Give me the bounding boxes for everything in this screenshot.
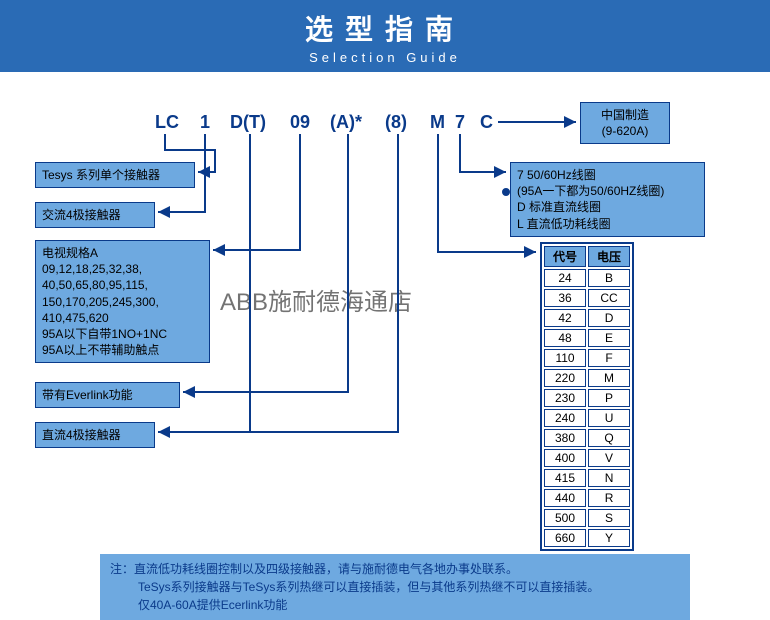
box-ac4p: 交流4极接触器 (35, 202, 155, 228)
box-china-l2: (9-620A) (587, 123, 663, 139)
box-spec: 电视规格A 09,12,18,25,32,38, 40,50,65,80,95,… (35, 240, 210, 363)
box-coil: 7 50/60Hz线圈 (95A一下都为50/60HZ线圈) D 标准直流线圈 … (510, 162, 705, 237)
cell-code: 230 (544, 389, 586, 407)
box-china-l1: 中国制造 (587, 107, 663, 123)
cell-volt: F (588, 349, 630, 367)
coil-l4: L 直流低功耗线圈 (517, 216, 698, 232)
cell-code: 24 (544, 269, 586, 287)
cell-volt: D (588, 309, 630, 327)
coil-l3: D 标准直流线圈 (517, 199, 698, 215)
seg-a: (A)* (330, 112, 362, 133)
voltage-table: 代号 电压 24B36CC42D48E110F220M230P240U380Q4… (540, 242, 634, 551)
table-row: 240U (544, 409, 630, 427)
table-row: 24B (544, 269, 630, 287)
seg-lc: LC (155, 112, 179, 133)
cell-code: 36 (544, 289, 586, 307)
note-l2: TeSys系列接触器与TeSys系列热继可以直接插装，但与其他系列热继不可以直接… (110, 578, 680, 596)
spec-l3: 150,170,205,245,300, (42, 294, 203, 310)
seg-09: 09 (290, 112, 310, 133)
footer-note: 注：直流低功耗线圈控制以及四级接触器，请与施耐德电气各地办事处联系。 TeSys… (100, 554, 690, 620)
table-row: 230P (544, 389, 630, 407)
note-l1: 注：直流低功耗线圈控制以及四级接触器，请与施耐德电气各地办事处联系。 (110, 560, 680, 578)
seg-1: 1 (200, 112, 210, 133)
seg-c: C (480, 112, 493, 133)
cell-volt: U (588, 409, 630, 427)
header-title-en: Selection Guide (309, 50, 461, 65)
cell-volt: Y (588, 529, 630, 547)
header-title-zh: 选型指南 (305, 8, 465, 48)
cell-volt: R (588, 489, 630, 507)
coil-l1: 7 50/60Hz线圈 (517, 167, 698, 183)
box-china: 中国制造 (9-620A) (580, 102, 670, 144)
cell-code: 240 (544, 409, 586, 427)
cell-code: 42 (544, 309, 586, 327)
cell-code: 110 (544, 349, 586, 367)
spec-l4: 410,475,620 (42, 310, 203, 326)
table-row: 380Q (544, 429, 630, 447)
cell-volt: N (588, 469, 630, 487)
cell-code: 500 (544, 509, 586, 527)
table-row: 220M (544, 369, 630, 387)
spec-l2: 40,50,65,80,95,115, (42, 277, 203, 293)
cell-volt: CC (588, 289, 630, 307)
cell-volt: P (588, 389, 630, 407)
cell-volt: V (588, 449, 630, 467)
cell-volt: E (588, 329, 630, 347)
box-everlink: 带有Everlink功能 (35, 382, 180, 408)
seg-8: (8) (385, 112, 407, 133)
spec-l6: 95A以上不带辅助触点 (42, 342, 203, 358)
table-row: 440R (544, 489, 630, 507)
cell-code: 220 (544, 369, 586, 387)
table-row: 36CC (544, 289, 630, 307)
spec-l0: 电视规格A (42, 245, 203, 261)
seg-dt: D(T) (230, 112, 266, 133)
table-row: 110F (544, 349, 630, 367)
watermark: ABB施耐德海通店 (220, 282, 412, 317)
table-row: 415N (544, 469, 630, 487)
table-row: 500S (544, 509, 630, 527)
box-tesys: Tesys 系列单个接触器 (35, 162, 195, 188)
cell-code: 380 (544, 429, 586, 447)
table-row: 660Y (544, 529, 630, 547)
diagram-stage: LC 1 D(T) 09 (A)* (8) M 7 C 中国制造 (9-620A… (0, 72, 770, 619)
header-bar: 选型指南 Selection Guide (0, 0, 770, 72)
cell-code: 415 (544, 469, 586, 487)
cell-volt: S (588, 509, 630, 527)
cell-volt: B (588, 269, 630, 287)
seg-m: M (430, 112, 445, 133)
th-code: 代号 (544, 246, 586, 267)
spec-l5: 95A以下自带1NO+1NC (42, 326, 203, 342)
cell-code: 660 (544, 529, 586, 547)
box-dc4p: 直流4极接触器 (35, 422, 155, 448)
table-row: 42D (544, 309, 630, 327)
cell-volt: Q (588, 429, 630, 447)
note-l3: 仅40A-60A提供Ecerlink功能 (110, 596, 680, 614)
cell-code: 400 (544, 449, 586, 467)
seg-7: 7 (455, 112, 465, 133)
cell-code: 440 (544, 489, 586, 507)
coil-l2: (95A一下都为50/60HZ线圈) (517, 183, 698, 199)
table-row: 48E (544, 329, 630, 347)
table-row: 400V (544, 449, 630, 467)
spec-l1: 09,12,18,25,32,38, (42, 261, 203, 277)
cell-code: 48 (544, 329, 586, 347)
th-volt: 电压 (588, 246, 630, 267)
cell-volt: M (588, 369, 630, 387)
